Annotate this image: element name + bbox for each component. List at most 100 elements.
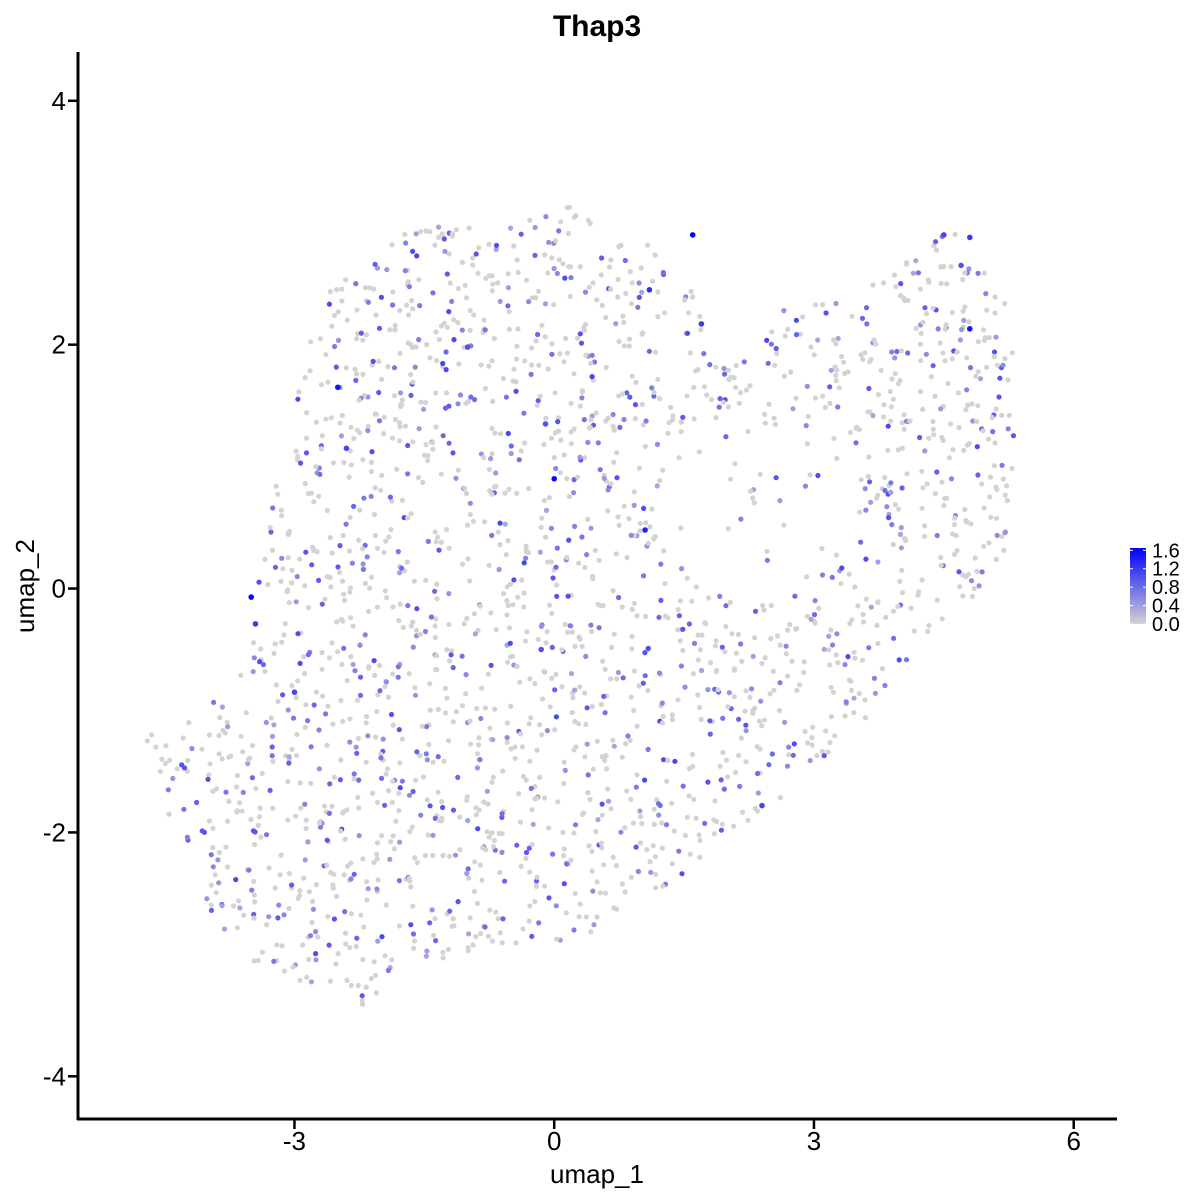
scatter-point [836,385,842,391]
scatter-point [639,289,645,295]
scatter-point [629,633,635,640]
scatter-point [658,561,664,567]
scatter-point [768,341,775,347]
scatter-point [697,704,703,711]
scatter-point [513,940,519,946]
scatter-point [455,467,461,473]
scatter-point [773,475,779,481]
scatter-point [566,264,572,270]
scatter-point [622,825,628,831]
scatter-point [518,231,524,237]
scatter-point [963,407,969,413]
scatter-point [757,471,763,477]
scatter-point [910,270,917,276]
scatter-point [507,581,514,587]
scatter-point [956,424,962,431]
scatter-point [397,760,403,766]
scatter-point [348,860,354,866]
scatter-point [620,313,626,319]
scatter-point [547,704,553,710]
scatter-point [599,302,605,308]
scatter-point [871,337,877,343]
scatter-point [986,334,992,341]
scatter-point [357,642,363,648]
scatter-point [467,500,473,506]
scatter-point [416,426,422,432]
scatter-point [384,766,391,772]
scatter-point [542,252,548,258]
scatter-point [184,834,190,840]
scatter-point [610,411,616,418]
scatter-point [684,393,690,399]
scatter-point [701,351,707,357]
scatter-point [853,440,859,446]
scatter-point [903,538,909,544]
scatter-point [470,262,476,268]
scatter-point [582,289,589,295]
scatter-point [174,766,180,772]
scatter-point [554,593,560,599]
scatter-point [987,494,993,500]
scatter-point [504,735,510,741]
scatter-point [743,759,749,765]
scatter-point [601,693,607,700]
scatter-point [1000,476,1006,482]
scatter-point [411,578,417,584]
scatter-point [800,314,806,320]
scatter-point [297,660,303,667]
scatter-point [331,774,337,780]
scatter-point [948,264,954,270]
scatter-point [211,699,217,706]
scatter-point [359,993,365,999]
scatter-point [362,580,368,587]
scatter-point [930,426,936,432]
scatter-point [693,584,699,590]
scatter-point [326,655,333,661]
scatter-point [823,728,829,734]
scatter-point [759,723,765,729]
scatter-point [595,440,601,446]
scatter-point [661,548,667,554]
scatter-point [601,862,607,868]
scatter-point [759,660,765,667]
scatter-point [881,402,887,408]
scatter-point [541,497,547,504]
scatter-point [966,319,972,325]
scatter-point [845,654,851,660]
scatter-point [269,753,275,759]
scatter-point [937,340,943,346]
scatter-point [577,264,583,270]
scatter-point [272,641,278,647]
scatter-point [620,675,626,681]
scatter-point [1005,426,1011,432]
scatter-point [687,350,693,356]
scatter-point [505,303,511,309]
scatter-point [403,240,409,246]
scatter-point [954,548,960,554]
scatter-point [405,340,411,346]
scatter-point [365,886,371,892]
scatter-point [305,839,311,845]
scatter-point [596,625,602,631]
scatter-point [360,457,366,463]
scatter-point [405,603,411,609]
scatter-point [892,355,898,361]
scatter-point [890,396,897,402]
scatter-point [466,875,472,881]
scatter-point [252,842,258,848]
scatter-point [553,671,559,678]
colorbar-label: 0.8 [1152,577,1180,599]
scatter-point [324,574,330,580]
scatter-point [573,213,579,219]
scatter-point [374,604,381,610]
scatter-point [308,979,315,985]
scatter-point [505,430,511,437]
scatter-point [521,560,527,566]
scatter-point [675,697,681,703]
scatter-point [539,515,545,521]
scatter-point [433,424,439,430]
scatter-point [374,840,380,846]
scatter-point [892,371,898,377]
scatter-point [347,514,353,520]
scatter-point [934,597,940,603]
